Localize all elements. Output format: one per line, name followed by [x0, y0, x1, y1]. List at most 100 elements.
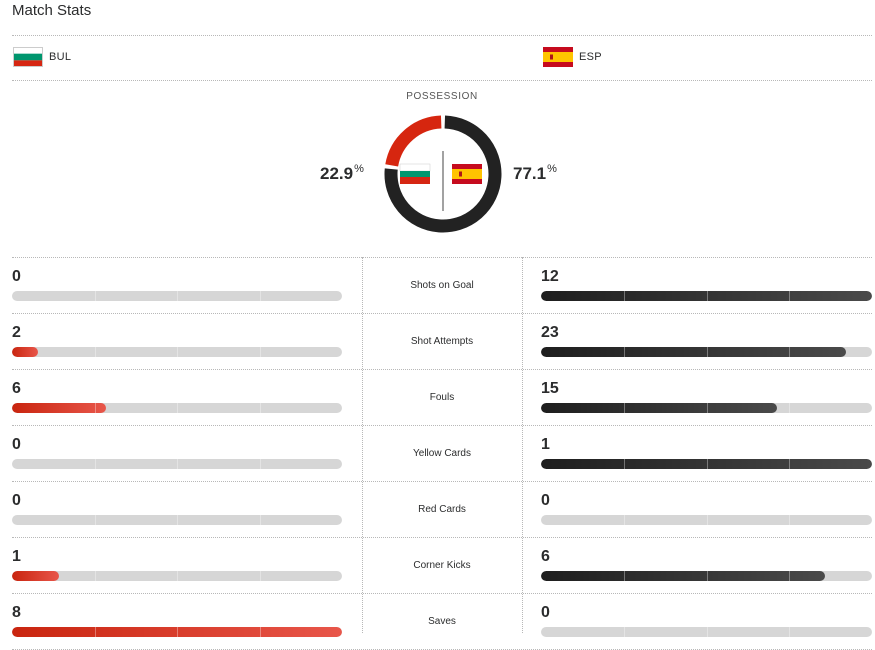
divider — [12, 481, 872, 482]
stat-label: Saves — [428, 616, 456, 627]
bar-tick — [706, 627, 708, 637]
bar-tick — [177, 403, 178, 413]
bar-tick — [94, 459, 96, 469]
bar-tick — [789, 627, 791, 637]
bar-tick — [789, 515, 791, 525]
bar-fill — [12, 627, 342, 637]
bar-tick — [94, 291, 96, 301]
away-team: ESP — [543, 47, 602, 67]
home-stat-bar — [12, 571, 342, 581]
away-stat-value: 1 — [541, 436, 550, 453]
column-divider — [522, 257, 523, 633]
stat-label: Shots on Goal — [410, 280, 474, 291]
bar-tick — [623, 347, 625, 357]
away-stat-bar — [541, 347, 872, 357]
away-stat-value: 0 — [541, 604, 550, 621]
bar-fill — [12, 347, 39, 357]
bar-tick — [789, 459, 791, 469]
stat-label: Fouls — [429, 392, 455, 403]
home-stat-value: 0 — [12, 268, 21, 285]
column-divider — [362, 257, 363, 633]
bar-fill — [12, 571, 60, 581]
stat-row: 8 Saves 0 — [0, 593, 875, 650]
home-stat-value: 2 — [12, 324, 21, 341]
home-stat-bar — [12, 627, 342, 637]
home-possession-arc — [385, 115, 442, 167]
bar-tick — [789, 291, 791, 301]
bar-tick — [177, 627, 178, 637]
away-possession-value: 77.1% — [513, 163, 557, 183]
home-stat-value: 1 — [12, 548, 21, 565]
bar-tick — [94, 571, 96, 581]
away-stat-bar — [541, 291, 872, 301]
bar-tick — [259, 459, 261, 469]
home-stat-bar — [12, 515, 342, 525]
bar-tick — [706, 403, 708, 413]
spain-flag-icon — [452, 164, 482, 184]
home-stat-bar — [12, 459, 342, 469]
bar-fill — [541, 347, 846, 357]
spain-flag-icon — [543, 47, 573, 67]
bar-fill — [12, 403, 107, 413]
bar-tick — [259, 403, 261, 413]
bar-tick — [177, 459, 178, 469]
bar-tick — [94, 403, 96, 413]
stat-row: 2 Shot Attempts 23 — [0, 313, 875, 370]
home-possession-value: 22.9% — [320, 163, 364, 183]
bar-tick — [177, 571, 178, 581]
stat-label: Red Cards — [418, 504, 466, 515]
bar-tick — [177, 515, 178, 525]
bar-tick — [259, 627, 261, 637]
home-stat-value: 6 — [12, 380, 21, 397]
bar-tick — [623, 291, 625, 301]
divider — [12, 313, 872, 314]
home-stat-bar — [12, 403, 342, 413]
match-stats-title: Match Stats — [12, 2, 92, 19]
bar-tick — [789, 571, 791, 581]
stat-row: 1 Corner Kicks 6 — [0, 537, 875, 594]
stat-label: Yellow Cards — [413, 448, 471, 459]
home-stat-value: 0 — [12, 436, 21, 453]
stat-label: Shot Attempts — [410, 336, 474, 347]
home-team-abbr: BUL — [49, 51, 72, 63]
bar-tick — [706, 347, 708, 357]
home-team: BUL — [13, 47, 71, 67]
away-stat-bar — [541, 459, 872, 469]
stat-row: 6 Fouls 15 — [0, 369, 875, 426]
bar-tick — [94, 515, 96, 525]
away-possession-arc — [384, 115, 502, 233]
away-stat-value: 6 — [541, 548, 550, 565]
away-stat-value: 12 — [541, 268, 559, 285]
divider — [12, 80, 872, 81]
bar-tick — [259, 515, 261, 525]
away-stat-bar — [541, 627, 872, 637]
bar-fill — [541, 571, 825, 581]
stat-row: 0 Shots on Goal 12 — [0, 257, 875, 314]
bar-tick — [94, 627, 96, 637]
bar-tick — [259, 347, 261, 357]
bar-tick — [789, 347, 791, 357]
divider — [12, 425, 872, 426]
away-stat-value: 23 — [541, 324, 559, 341]
bar-fill — [541, 291, 872, 301]
bar-tick — [623, 459, 625, 469]
bar-fill — [541, 459, 872, 469]
bar-tick — [706, 291, 708, 301]
bar-tick — [259, 291, 261, 301]
possession-donut-chart — [384, 115, 502, 233]
away-stat-bar — [541, 515, 872, 525]
bar-tick — [706, 571, 708, 581]
bar-tick — [623, 571, 625, 581]
divider — [12, 257, 872, 258]
bar-tick — [177, 347, 178, 357]
home-stat-value: 0 — [12, 492, 21, 509]
divider — [12, 593, 872, 594]
divider — [12, 35, 872, 36]
bar-tick — [94, 347, 96, 357]
bar-tick — [623, 627, 625, 637]
bar-tick — [706, 459, 708, 469]
bar-tick — [177, 291, 178, 301]
home-stat-bar — [12, 291, 342, 301]
away-team-abbr: ESP — [579, 51, 602, 63]
stat-row: 0 Yellow Cards 1 — [0, 425, 875, 482]
